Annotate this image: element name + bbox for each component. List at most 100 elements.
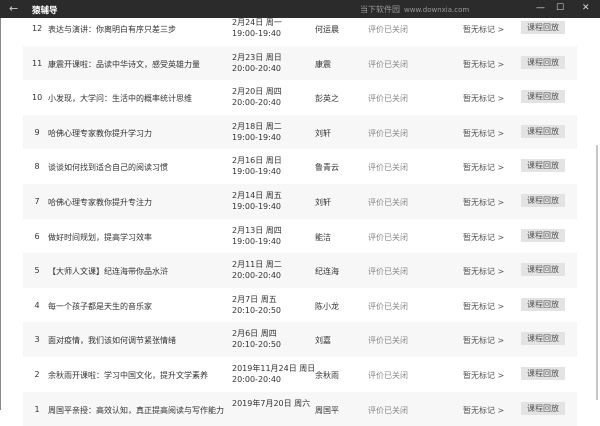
replay-button[interactable]: 课程回放 xyxy=(521,55,565,69)
watermark-text: 当下软件园 xyxy=(360,5,400,14)
evaluation-status: 评价已关闭 xyxy=(368,336,408,346)
teacher-name: 周国平 xyxy=(315,405,339,415)
teacher-name: 何运晨 xyxy=(315,25,339,34)
course-title: 周国平亲授：高效认知，真正提高阅读与写作能力 xyxy=(48,405,224,415)
teacher-name: 鲁青云 xyxy=(315,163,339,173)
mark-link[interactable]: 暂无标记 > xyxy=(463,128,505,138)
course-datetime: 2月23日 周日 20:00-20:40 xyxy=(232,52,282,74)
course-date: 2月14日 周五 xyxy=(232,190,282,200)
course-datetime: 2月24日 周一 19:00-19:40 xyxy=(232,17,282,39)
course-title: 【大师人文课】纪连海带你品水浒 xyxy=(48,267,168,277)
course-date: 2月16日 周日 xyxy=(232,156,282,166)
course-datetime: 2月13日 周四 19:00-19:40 xyxy=(232,225,282,247)
course-datetime: 2月18日 周二 19:00-19:40 xyxy=(232,121,282,143)
course-row: 12 表达与演讲：你离明白有序只差三步 2月24日 周一 19:00-19:40 … xyxy=(23,11,577,46)
window-border xyxy=(0,18,1,410)
replay-button[interactable]: 课程回放 xyxy=(521,90,565,104)
course-datetime: 2月14日 周五 19:00-19:40 xyxy=(232,190,282,212)
teacher-name: 彭英之 xyxy=(315,94,339,104)
course-time: 19:00-19:40 xyxy=(232,29,281,38)
replay-button[interactable]: 课程回放 xyxy=(521,297,565,311)
replay-button[interactable]: 课程回放 xyxy=(521,401,565,415)
course-number: 2 xyxy=(34,369,40,379)
course-list: 12 表达与演讲：你离明白有序只差三步 2月24日 周一 19:00-19:40 … xyxy=(23,11,577,426)
course-row: 7 哈佛心理专家教你提升专注力 2月14日 周五 19:00-19:40 刘轩 评… xyxy=(23,183,577,219)
teacher-name: 刘轩 xyxy=(315,197,331,207)
course-date: 2月18日 周二 xyxy=(232,121,282,131)
back-arrow-icon[interactable]: ← xyxy=(9,2,19,15)
mark-link[interactable]: 暂无标记 > xyxy=(463,25,505,34)
course-date: 2月13日 周四 xyxy=(232,225,282,235)
teacher-name: 陈小龙 xyxy=(315,301,339,311)
course-time: 20:10-20:50 xyxy=(232,340,281,350)
evaluation-status: 评价已关闭 xyxy=(368,59,408,69)
mark-link[interactable]: 暂无标记 > xyxy=(463,163,505,173)
course-title: 哈佛心理专家教你提升学习力 xyxy=(48,128,152,138)
course-title: 做好时间规划，提高学习效率 xyxy=(48,232,152,242)
replay-button[interactable]: 课程回放 xyxy=(521,21,565,34)
close-button[interactable]: ✕ xyxy=(582,3,590,13)
course-title: 小发现，大学问：生活中的概率统计思维 xyxy=(48,94,192,104)
course-datetime: 2月16日 周日 19:00-19:40 xyxy=(232,155,282,177)
course-row: 4 每一个孩子都是天生的音乐家 2月7日 周五 20:10-20:50 陈小龙 评… xyxy=(23,288,577,323)
replay-button[interactable]: 课程回放 xyxy=(521,332,565,346)
course-row: 5 【大师人文课】纪连海带你品水浒 2月11日 周二 20:00-20:40 纪连… xyxy=(23,253,577,288)
course-time: 19:00-19:40 xyxy=(232,201,281,211)
course-number: 3 xyxy=(34,335,40,345)
course-time: 19:00-19:40 xyxy=(232,132,281,142)
title-bar: ← 猿辅导 — ☐ ✕ xyxy=(0,0,600,18)
teacher-name: 刘轩 xyxy=(315,128,331,138)
course-date: 2月7日 周五 xyxy=(232,294,277,304)
mark-link[interactable]: 暂无标记 > xyxy=(463,94,505,104)
mark-link[interactable]: 暂无标记 > xyxy=(463,370,505,380)
evaluation-status: 评价已关闭 xyxy=(368,232,408,242)
replay-button[interactable]: 课程回放 xyxy=(521,193,565,207)
course-title: 余秋雨开课啦：学习中国文化，提升文学素养 xyxy=(48,370,208,380)
course-time: 19:00-19:40 xyxy=(232,236,281,246)
mark-link[interactable]: 暂无标记 > xyxy=(463,267,505,277)
evaluation-status: 评价已关闭 xyxy=(368,370,408,380)
course-datetime: 2019年11月24日 周日 20:00-20:40 xyxy=(232,363,315,385)
course-datetime: 2019年7月20日 周六 xyxy=(232,398,310,409)
mark-link[interactable]: 暂无标记 > xyxy=(463,301,505,311)
evaluation-status: 评价已关闭 xyxy=(368,301,408,311)
course-datetime: 2月7日 周五 20:10-20:50 xyxy=(232,294,281,316)
replay-button[interactable]: 课程回放 xyxy=(521,228,565,242)
course-title: 哈佛心理专家教你提升专注力 xyxy=(48,197,152,207)
course-time: 20:00-20:40 xyxy=(232,374,281,384)
maximize-button[interactable]: ☐ xyxy=(556,3,565,13)
mark-link[interactable]: 暂无标记 > xyxy=(463,197,505,207)
mark-link[interactable]: 暂无标记 > xyxy=(463,232,505,242)
evaluation-status: 评价已关闭 xyxy=(368,128,408,138)
evaluation-status: 评价已关闭 xyxy=(368,94,408,104)
course-number: 6 xyxy=(34,231,40,241)
replay-button[interactable]: 课程回放 xyxy=(521,366,565,380)
teacher-name: 能洁 xyxy=(315,232,331,242)
course-date: 2月6日 周四 xyxy=(232,329,277,339)
replay-button[interactable]: 课程回放 xyxy=(521,159,565,173)
course-title: 谈谈如何找到适合自己的阅读习惯 xyxy=(48,163,168,173)
course-time: 19:00-19:40 xyxy=(232,167,281,177)
replay-button[interactable]: 课程回放 xyxy=(521,124,565,138)
course-date: 2月11日 周二 xyxy=(232,260,282,270)
course-title: 面对疫情，我们该如何调节紧张情绪 xyxy=(48,336,176,346)
course-number: 5 xyxy=(34,266,40,276)
course-number: 9 xyxy=(34,127,40,137)
replay-button[interactable]: 课程回放 xyxy=(521,263,565,277)
minimize-button[interactable]: — xyxy=(536,3,545,13)
course-time: 20:00-20:40 xyxy=(232,271,281,281)
mark-link[interactable]: 暂无标记 > xyxy=(463,405,505,415)
course-number: 7 xyxy=(34,196,40,206)
mark-link[interactable]: 暂无标记 > xyxy=(463,336,505,346)
course-row: 1 周国平亲授：高效认知，真正提高阅读与写作能力 2019年7月20日 周六 周… xyxy=(23,391,577,426)
course-number: 4 xyxy=(34,300,40,310)
course-title: 康震开课啦：品读中华诗文，感受英雄力量 xyxy=(48,59,200,69)
course-row: 2 余秋雨开课啦：学习中国文化，提升文学素养 2019年11月24日 周日 20:… xyxy=(23,357,577,392)
course-time: 20:00-20:40 xyxy=(232,63,281,73)
course-time: 20:10-20:50 xyxy=(232,305,281,315)
scrollbar[interactable] xyxy=(596,145,598,400)
course-row: 3 面对疫情，我们该如何调节紧张情绪 2月6日 周四 20:10-20:50 刘嘉… xyxy=(23,322,577,357)
course-row: 8 谈谈如何找到适合自己的阅读习惯 2月16日 周日 19:00-19:40 鲁青… xyxy=(23,149,577,184)
mark-link[interactable]: 暂无标记 > xyxy=(463,59,505,69)
course-date: 2019年7月20日 周六 xyxy=(232,398,311,408)
